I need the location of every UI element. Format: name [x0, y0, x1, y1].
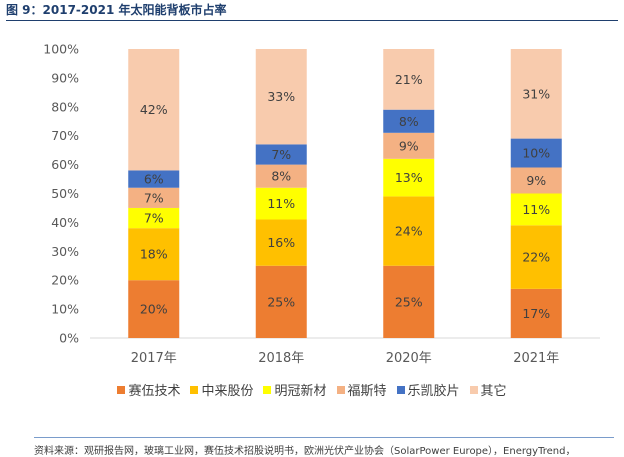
footer-divider	[34, 437, 614, 438]
bar-segment	[128, 187, 180, 208]
legend-label: 福斯特	[347, 384, 387, 399]
bar-segment	[510, 167, 562, 194]
y-tick-label: 80%	[51, 99, 79, 114]
data-label: 16%	[267, 235, 295, 250]
data-label: 24%	[395, 224, 423, 239]
legend-item: 福斯特	[336, 380, 387, 399]
legend-swatch	[190, 386, 199, 394]
bar-segment	[383, 132, 435, 159]
legend-label: 中来股份	[201, 384, 254, 399]
data-label: 7%	[271, 147, 291, 162]
bar-segment	[510, 193, 562, 226]
legend-label: 明冠新材	[274, 384, 327, 399]
bar-segment	[128, 280, 180, 338]
data-label: 25%	[395, 294, 423, 309]
data-label: 25%	[267, 294, 295, 309]
data-label: 8%	[399, 114, 419, 129]
bar-segment	[255, 265, 307, 338]
data-label: 18%	[140, 247, 168, 262]
y-tick-label: 90%	[51, 70, 79, 85]
data-label: 6%	[144, 172, 164, 187]
data-label: 42%	[140, 102, 168, 117]
bar-segment	[255, 187, 307, 220]
legend-item: 其它	[469, 380, 507, 399]
y-tick-label: 40%	[51, 215, 79, 230]
y-tick-label: 60%	[51, 157, 79, 172]
legend-label: 赛伍技术	[128, 384, 181, 399]
y-tick-label: 50%	[51, 186, 79, 201]
bar-segment	[128, 49, 180, 171]
legend-label: 其它	[480, 384, 507, 399]
data-label: 9%	[399, 138, 419, 153]
legend-swatch	[396, 386, 405, 394]
stacked-bar-chart: 0% 10% 20% 30% 40% 50% 60% 70% 80% 90% 100% 20% 18% 7…	[43, 42, 600, 366]
bar-segment	[128, 207, 180, 229]
data-label: 20%	[140, 302, 168, 317]
bar-segment	[255, 49, 307, 145]
y-tick-label: 100%	[43, 42, 79, 57]
y-tick-label: 0%	[59, 331, 79, 346]
legend-swatch	[469, 386, 478, 394]
legend-item: 明冠新材	[263, 380, 327, 399]
x-tick-label: 2020年	[386, 351, 432, 366]
y-tick-label: 70%	[51, 128, 79, 143]
data-label: 7%	[144, 211, 164, 226]
y-tick-label: 20%	[51, 273, 79, 288]
bar-segment	[128, 228, 180, 281]
legend-swatch	[336, 386, 345, 394]
bar-segment	[255, 144, 307, 165]
bar-segment	[510, 288, 562, 338]
bar-segment	[510, 138, 562, 168]
bar-segment	[383, 158, 435, 197]
data-label: 8%	[271, 169, 291, 184]
data-label: 22%	[522, 250, 550, 265]
bar-segment	[383, 49, 435, 110]
legend-item: 乐凯胶片	[396, 380, 460, 399]
x-tick-label: 2021年	[513, 351, 559, 366]
source-note: 资料来源：观研报告网，玻璃工业网，赛伍技术招股说明书，欧洲光伏产业协会（Sola…	[34, 446, 576, 457]
data-label: 31%	[522, 86, 550, 101]
chart-title: 图 9：2017-2021 年太阳能背板市占率	[6, 3, 227, 17]
bar-segment	[255, 164, 307, 188]
data-label: 17%	[522, 306, 550, 321]
bar-segment	[383, 196, 435, 266]
x-tick-label: 2017年	[131, 351, 177, 366]
data-label: 33%	[267, 89, 295, 104]
bar-segment	[383, 109, 435, 133]
bar-segment	[383, 265, 435, 338]
title-bar: 图 9：2017-2021 年太阳能背板市占率	[6, 0, 618, 21]
legend-label: 乐凯胶片	[407, 384, 460, 399]
data-label: 11%	[522, 202, 550, 217]
chart-legend: 赛伍技术 中来股份 明冠新材 福斯特 乐凯胶片 其它	[0, 380, 624, 399]
x-tick-label: 2018年	[258, 351, 304, 366]
legend-swatch	[117, 386, 126, 394]
data-label: 13%	[395, 170, 423, 185]
legend-item: 中来股份	[190, 380, 253, 399]
data-label: 11%	[267, 196, 295, 211]
bar-segment	[128, 170, 180, 188]
bar-segment	[255, 219, 307, 266]
data-label: 9%	[526, 173, 546, 188]
legend-swatch	[263, 386, 272, 394]
data-label: 21%	[395, 72, 423, 87]
bar-segment	[510, 225, 562, 289]
bar-segment	[510, 49, 562, 139]
y-tick-label: 30%	[51, 244, 79, 259]
data-label: 10%	[522, 146, 550, 161]
data-label: 7%	[144, 190, 164, 205]
legend-item: 赛伍技术	[117, 380, 180, 399]
y-tick-label: 10%	[51, 302, 79, 317]
